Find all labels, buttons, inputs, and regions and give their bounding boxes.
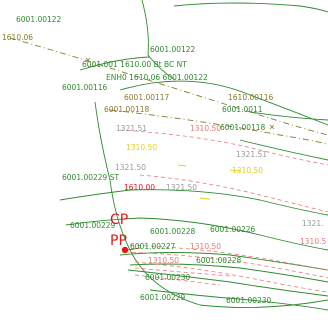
- cross-markers: [85, 57, 275, 130]
- label: 6001.00229 ST: [62, 173, 119, 182]
- label: 1310.50: [190, 124, 221, 133]
- label: 1321.50: [166, 183, 197, 192]
- label: 6001.00226: [210, 225, 256, 234]
- point-labels: CP PP: [110, 212, 128, 249]
- label: 1610.00116: [228, 93, 274, 102]
- marker-leader-line: [127, 247, 141, 251]
- label: 6001.00122: [150, 45, 196, 54]
- label: 6001.00229: [140, 293, 186, 302]
- label: 6001.00116: [62, 83, 108, 92]
- label: 6001.0011: [222, 105, 263, 114]
- label: 1321.51: [116, 124, 147, 133]
- yellow-marks: [177, 164, 241, 200]
- label: 6001.00118: [104, 105, 150, 114]
- label: 1310.5: [300, 237, 326, 246]
- label: ENH0 1610.06 6001.00122: [106, 73, 208, 82]
- label: 6001.00228: [196, 256, 242, 265]
- label: 6001.00230: [145, 273, 191, 282]
- label: 1310.50: [148, 256, 179, 265]
- label: 6001.00122: [16, 15, 62, 24]
- label: 1310.50: [232, 166, 263, 175]
- label: 6001.00229: [70, 221, 116, 230]
- label: 6001.00118: [220, 123, 266, 132]
- pink-lines: [119, 129, 328, 293]
- location-marker-icon[interactable]: [121, 246, 129, 254]
- label: 1610.06: [2, 33, 33, 42]
- parcel-boundaries: [59, 0, 328, 311]
- label: 1310.50: [190, 242, 221, 251]
- label-cp: CP: [110, 212, 128, 228]
- centerlines: [9, 37, 328, 145]
- label: 1610.00: [124, 183, 155, 192]
- label: 6001.00228: [150, 227, 196, 236]
- label: 6001.00117: [124, 93, 170, 102]
- label: 1310.50: [126, 143, 157, 152]
- label-layer: 6001.00122 1610.06 6001.00122 6001.001 1…: [2, 15, 326, 305]
- label: 1321.50: [115, 163, 146, 172]
- label: 6001.001 1610.00 Bt BC NT: [82, 60, 187, 69]
- label: 1321.: [302, 219, 323, 228]
- label-pp: PP: [110, 233, 127, 249]
- label: 6001.00230: [226, 296, 272, 305]
- label: 6001.00227: [130, 242, 176, 251]
- label: 1321.51: [236, 150, 267, 159]
